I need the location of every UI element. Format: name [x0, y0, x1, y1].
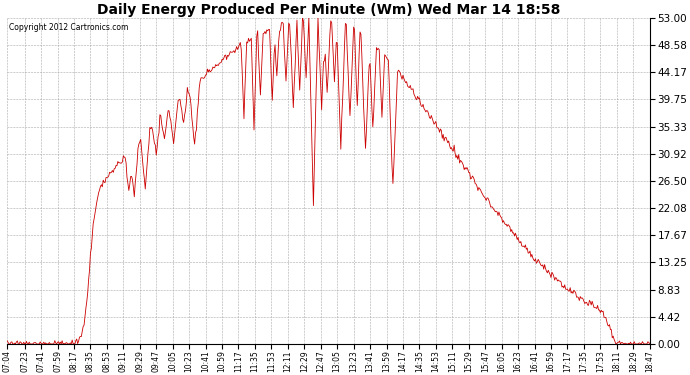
- Title: Daily Energy Produced Per Minute (Wm) Wed Mar 14 18:58: Daily Energy Produced Per Minute (Wm) We…: [97, 3, 560, 17]
- Text: Copyright 2012 Cartronics.com: Copyright 2012 Cartronics.com: [8, 23, 128, 32]
